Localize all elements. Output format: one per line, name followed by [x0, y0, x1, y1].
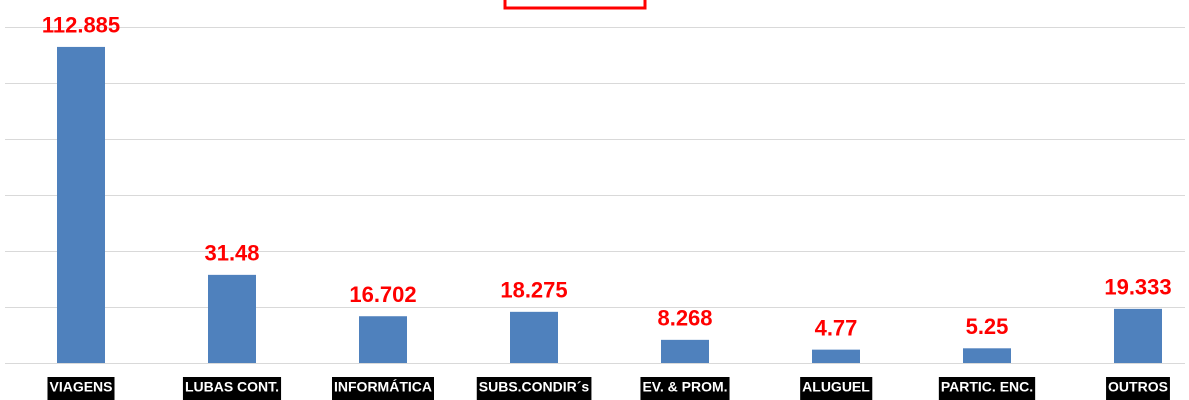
- x-tick-label: OUTROS: [1108, 379, 1168, 395]
- bar: [510, 311, 558, 363]
- bar: [963, 348, 1011, 363]
- x-tick-label-bg: [332, 377, 434, 400]
- bar: [1114, 308, 1162, 363]
- x-tick-label: ALUGUEL: [802, 379, 870, 395]
- x-tick-label: VIAGENS: [49, 379, 112, 395]
- x-tick-label-bg: [47, 377, 115, 400]
- x-tick-label-bg: [938, 377, 1036, 400]
- value-label: 19.333: [1104, 275, 1171, 300]
- value-label: 112.885: [42, 13, 120, 38]
- x-tick-label-bg: [1106, 377, 1170, 400]
- bar: [57, 46, 105, 364]
- marks: 112.885 VIAGENS 31.48 LUBAS CONT. 16.702 INFO…: [42, 13, 1172, 400]
- x-tick-label: PARTIC. ENC.: [941, 379, 1033, 395]
- x-tick-label-bg: [640, 377, 730, 400]
- bar: [359, 316, 407, 363]
- x-tick-label: INFORMÁTICA: [334, 379, 432, 395]
- bar: [812, 349, 860, 363]
- x-tick-label: SUBS.CONDIR´s: [479, 379, 590, 395]
- bar: [208, 274, 256, 363]
- x-tick-label-bg: [476, 377, 592, 400]
- value-label: 16.702: [349, 282, 416, 307]
- grid: [5, 27, 1185, 364]
- value-label: 18.275: [500, 278, 567, 303]
- value-label: 5.25: [966, 314, 1009, 339]
- x-tick-label: EV. & PROM.: [642, 379, 727, 395]
- bar: [661, 339, 709, 363]
- value-label: 8.268: [657, 306, 712, 331]
- x-tick-label-bg: [800, 377, 873, 400]
- value-label: 4.77: [815, 315, 858, 340]
- x-tick-label: LUBAS CONT.: [185, 379, 279, 395]
- title-box: [503, 0, 647, 10]
- x-tick-label-bg: [182, 377, 282, 400]
- value-label: 31.48: [204, 241, 259, 266]
